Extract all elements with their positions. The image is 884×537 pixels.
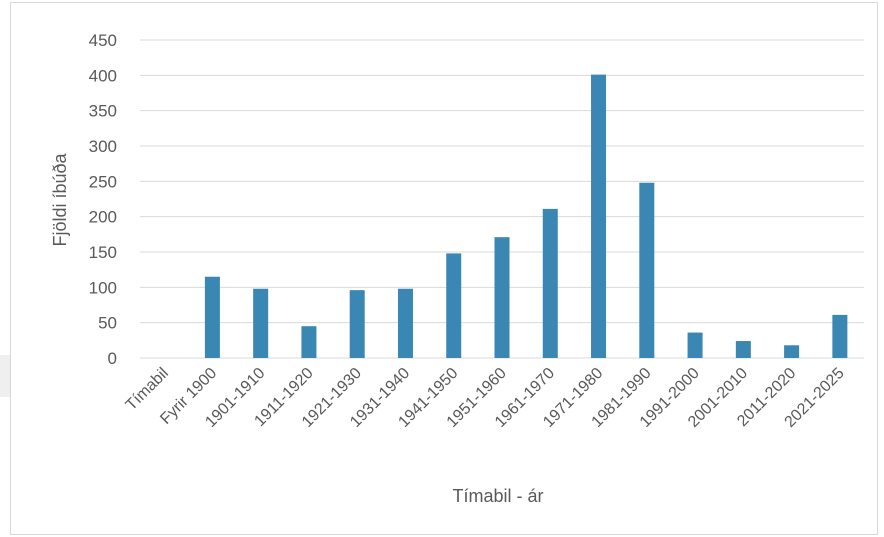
bar — [494, 237, 510, 358]
bar — [784, 345, 800, 358]
y-tick-label: 300 — [89, 137, 117, 156]
y-tick-label: 150 — [89, 243, 117, 262]
bar — [349, 290, 365, 358]
bars — [204, 74, 848, 359]
y-tick-label: 50 — [98, 314, 117, 333]
left-edge-strip — [0, 355, 10, 397]
bar — [204, 276, 220, 358]
y-tick-label: 100 — [89, 278, 117, 297]
bar — [687, 332, 703, 358]
bar — [542, 208, 558, 358]
bar — [253, 288, 269, 358]
bar — [446, 253, 462, 358]
y-tick-label: 350 — [89, 102, 117, 121]
bar — [639, 182, 655, 358]
y-tick-label: 250 — [89, 172, 117, 191]
y-axis-title: Fjöldi íbúða — [50, 152, 70, 246]
x-axis-title: Tímabil - ár — [452, 486, 543, 506]
bar — [832, 314, 848, 358]
y-axis-ticks: 0 50 100 150 200 250 300 350 400 450 — [89, 31, 117, 368]
bar — [301, 326, 317, 358]
x-tick-label: Tímabil — [123, 365, 172, 414]
chart-frame — [10, 2, 878, 535]
bar — [591, 74, 607, 359]
y-tick-label: 450 — [89, 31, 117, 50]
bar — [735, 341, 751, 358]
y-tick-label: 0 — [108, 349, 117, 368]
bar — [397, 288, 413, 358]
y-tick-label: 400 — [89, 66, 117, 85]
y-tick-label: 200 — [89, 208, 117, 227]
